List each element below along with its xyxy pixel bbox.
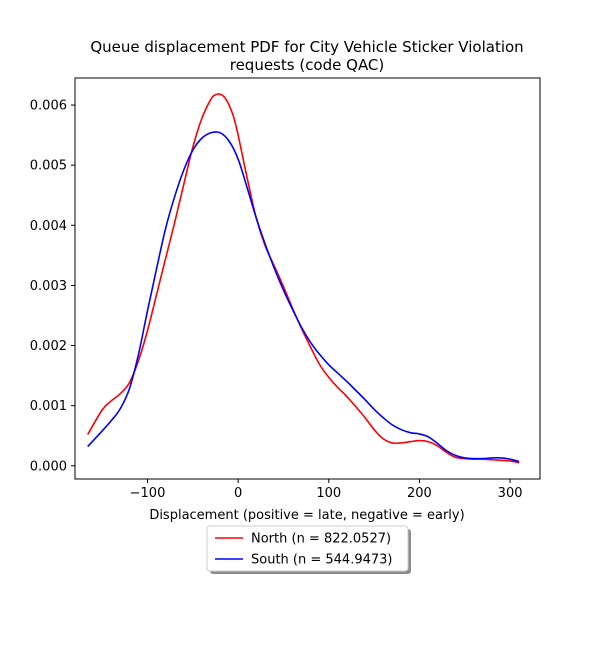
y-tick-label: 0.000 (30, 459, 67, 474)
x-ticks: −100 0 100 200 300 (130, 479, 523, 501)
legend: North (n = 822.0527) South (n = 544.9473) (206, 525, 411, 574)
y-tick-label: 0.001 (30, 399, 67, 414)
y-tick-label: 0.003 (30, 279, 67, 294)
x-tick-label: 200 (407, 486, 432, 501)
legend-box (206, 525, 409, 572)
y-tick-label: 0.006 (30, 99, 67, 114)
y-ticks: 0.000 0.001 0.002 0.003 0.004 0.005 0.006 (30, 99, 75, 474)
y-tick-label: 0.004 (30, 219, 67, 234)
x-tick-label: 0 (234, 486, 242, 501)
plot-frame (74, 77, 541, 480)
legend-label-north: North (n = 822.0527) (251, 532, 391, 547)
x-tick-label: 300 (498, 486, 523, 501)
x-tick-label: 100 (316, 486, 341, 501)
series-group (87, 93, 520, 464)
series-line-north (87, 93, 520, 464)
series-line-south (87, 131, 520, 463)
legend-label-south: South (n = 544.9473) (251, 553, 392, 568)
chart-title-line-2: requests (code QAC) (230, 56, 385, 74)
y-tick-label: 0.005 (30, 159, 67, 174)
chart-title-line-1: Queue displacement PDF for City Vehicle … (90, 38, 523, 56)
y-tick-label: 0.002 (30, 339, 67, 354)
x-axis-label: Displacement (positive = late, negative … (149, 508, 464, 523)
x-tick-label: −100 (130, 486, 166, 501)
